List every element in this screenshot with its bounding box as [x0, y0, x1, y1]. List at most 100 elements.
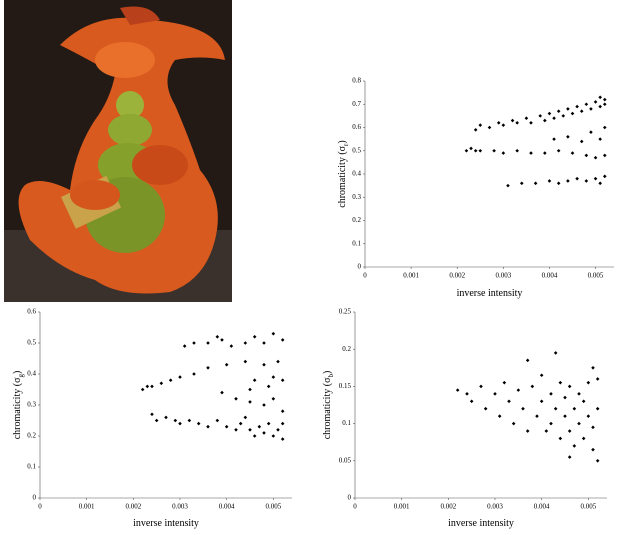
point: [483, 406, 488, 411]
point: [159, 381, 164, 386]
y-tick-label: 0.1: [342, 419, 351, 427]
x-tick-label: 0.003: [172, 503, 188, 511]
x-tick-label: 0: [363, 272, 367, 280]
point: [145, 384, 150, 389]
y-tick-label: 0.6: [27, 308, 36, 316]
point: [479, 384, 483, 389]
point: [515, 121, 519, 125]
y-tick-label: 0.3: [27, 401, 36, 409]
point: [543, 151, 547, 155]
point: [178, 421, 182, 426]
y-axis-label: chromaticity (σr): [337, 140, 350, 207]
y-tick-label: 0.4: [27, 370, 36, 378]
x-axis-label: inverse intensity: [448, 518, 514, 529]
point: [533, 181, 538, 186]
point: [496, 121, 501, 125]
y-tick-label: 0.1: [27, 463, 36, 471]
point: [566, 135, 570, 139]
point: [248, 387, 252, 392]
point: [589, 130, 593, 134]
point: [276, 428, 280, 432]
point: [224, 362, 229, 367]
y-tick-label: 0.3: [352, 193, 361, 201]
point: [579, 139, 584, 144]
point: [586, 414, 591, 418]
point: [519, 181, 524, 186]
x-axis-label: inverse intensity: [133, 518, 199, 529]
point: [589, 107, 593, 111]
x-tick-label: 0.004: [542, 272, 558, 280]
y-label-main: chromaticity (σ: [337, 145, 348, 207]
point: [192, 341, 196, 345]
y-tick-label: 0.15: [339, 382, 352, 390]
x-tick-label: 0.003: [487, 503, 503, 511]
point: [501, 151, 506, 155]
point: [473, 128, 478, 132]
point: [187, 418, 192, 423]
point: [168, 378, 173, 382]
y-label-main: chromaticity (σ: [12, 377, 23, 439]
point: [556, 181, 561, 186]
y-axis-label: chromaticity (σg): [12, 371, 25, 440]
point: [575, 176, 579, 181]
point: [243, 415, 248, 420]
point: [530, 384, 535, 389]
x-tick-label: 0.004: [534, 503, 550, 511]
point: [538, 114, 543, 118]
point: [552, 116, 556, 120]
point: [271, 375, 276, 379]
point: [549, 392, 553, 396]
point: [248, 428, 252, 432]
point: [173, 418, 178, 423]
point: [252, 378, 257, 382]
point: [543, 118, 547, 123]
y-tick-label: 0.25: [339, 308, 352, 316]
y-tick-label: 0: [348, 494, 352, 502]
y-tick-label: 0.4: [352, 170, 361, 178]
y-label-end: ): [12, 371, 23, 374]
point: [257, 424, 262, 429]
point: [478, 148, 483, 153]
point: [276, 359, 280, 364]
point: [478, 123, 483, 127]
point: [525, 358, 530, 363]
point: [563, 395, 567, 400]
point: [579, 109, 584, 114]
point: [593, 155, 598, 160]
point: [164, 415, 168, 420]
point: [206, 341, 210, 345]
point: [150, 384, 154, 389]
y-tick-label: 0.7: [352, 100, 361, 108]
point: [572, 406, 577, 411]
point: [510, 118, 515, 123]
point: [464, 148, 469, 153]
point: [577, 392, 581, 396]
point: [262, 403, 266, 407]
point: [584, 179, 589, 183]
scatter-plot: 0 0.05 0.1 0.15 0.2 0.25 0 0.001 0.002 0.003 0.004…: [322, 308, 607, 529]
point: [584, 153, 589, 158]
point: [280, 409, 285, 413]
point: [521, 406, 525, 411]
point: [262, 431, 266, 435]
point: [492, 148, 496, 153]
y-tick-label: 0.05: [339, 456, 352, 464]
x-tick-label: 0.005: [588, 272, 604, 280]
point: [487, 125, 492, 130]
point: [567, 384, 572, 389]
point: [552, 137, 556, 141]
x-tick-label: 0: [38, 503, 42, 511]
point: [238, 421, 243, 426]
point: [529, 121, 533, 125]
y-label-end: ): [322, 371, 333, 374]
x-tick-label: 0: [353, 503, 357, 511]
point: [271, 397, 276, 401]
point: [563, 414, 567, 418]
point: [556, 109, 561, 114]
point: [544, 429, 549, 433]
y-label-main: chromaticity (σ: [322, 377, 333, 439]
y-tick-label: 0.1: [352, 239, 361, 247]
point: [252, 335, 257, 339]
point: [602, 102, 607, 107]
